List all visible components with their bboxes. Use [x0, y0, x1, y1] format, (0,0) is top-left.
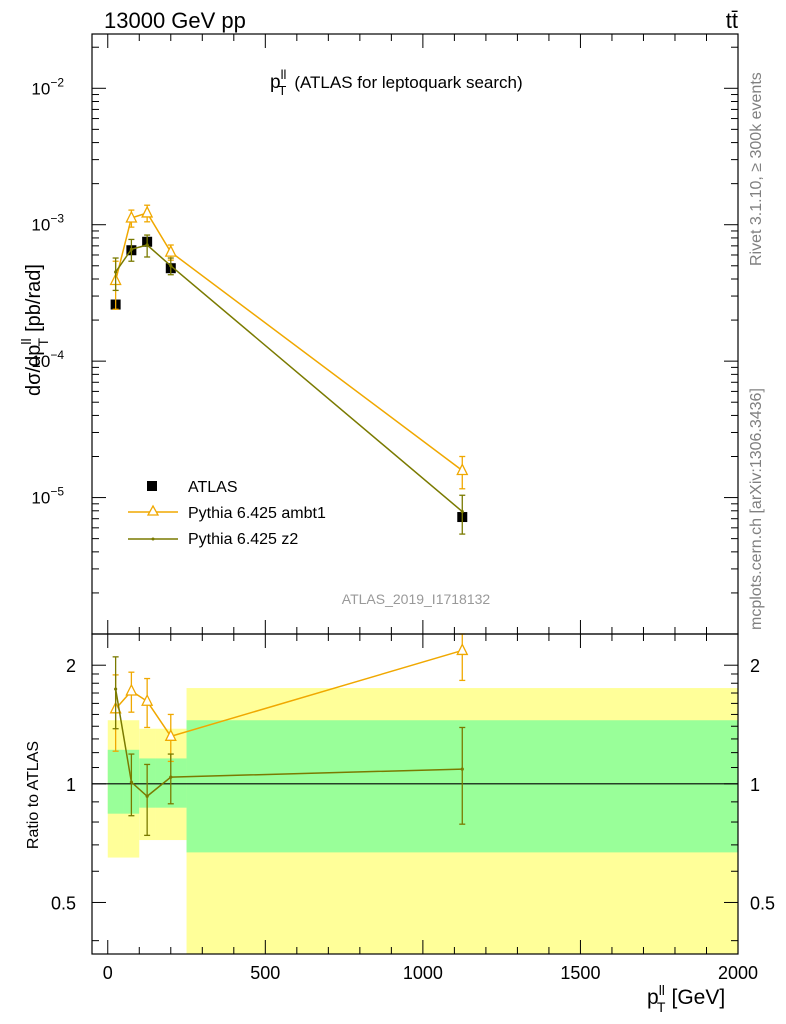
analysis-watermark: ATLAS_2019_I1718132: [342, 591, 491, 607]
ratio-z2-point: [169, 775, 173, 779]
ratio-xtick-label: 1000: [403, 963, 443, 983]
ratio-ytick-label-left: 0.5: [51, 893, 76, 913]
main-ylabel-sup: ll: [18, 338, 34, 344]
legend-entry-atlas: ATLAS: [147, 479, 238, 496]
ratio-ytick-label-right: 0.5: [750, 893, 775, 913]
legend-ambt1-label: Pythia 6.425 ambt1: [188, 505, 326, 522]
ratio-band-green: [107, 749, 124, 814]
legend-z2-marker: [151, 537, 155, 541]
ratio-ambt1-point: [164, 728, 177, 741]
x-axis-label-sub: T: [657, 999, 666, 1015]
main-ytick-label: 10−5: [31, 485, 64, 508]
ratio-ambt1-point: [141, 693, 154, 706]
ambt1-point: [456, 463, 469, 476]
ratio-z2-point: [145, 794, 149, 798]
main-title: pll T (ATLAS for leptoquark search): [270, 67, 523, 98]
z2-line: [115, 244, 463, 513]
main-ytick-label-exp: −2: [50, 75, 64, 89]
main-ytick-label: 10−3: [31, 212, 64, 235]
legend-entry-ambt1: Pythia 6.425 ambt1: [128, 504, 326, 522]
ratio-xtick-label: 2000: [718, 963, 758, 983]
main-ytick-label-exp: −3: [50, 212, 64, 226]
ratio-z2-point: [129, 780, 133, 784]
x-axis-label: pll T [GeV]: [647, 982, 725, 1015]
z2-point: [114, 270, 118, 274]
main-title-rest: (ATLAS for leptoquark search): [294, 73, 522, 92]
energy-label: 13000 GeV pp: [104, 8, 246, 33]
main-ylabel-unit: [pb/rad]: [23, 264, 45, 332]
ratio-ytick-label-right: 2: [750, 656, 760, 676]
main-title-sub: T: [278, 83, 286, 98]
legend-ambt1-marker: [146, 504, 160, 516]
ambt1-point: [125, 210, 138, 223]
main-ytick-label-base: 10: [31, 489, 50, 508]
ratio-xtick-label: 0: [103, 963, 113, 983]
ratio-plot: 0 500 1000 1500 2000 0.5 0.5 1 1 2 2 Ratio to ATLA…: [25, 633, 775, 983]
ambt1-point: [141, 205, 154, 218]
legend: ATLAS Pythia 6.425 ambt1 Pythia 6.425 z2: [128, 479, 326, 548]
legend-atlas-marker: [147, 481, 157, 491]
ambt1-point: [164, 244, 177, 257]
mcplots-label: mcplots.cern.ch [arXiv:1306.3436]: [748, 388, 765, 630]
main-ylabel-base: dσ/dp: [23, 345, 45, 396]
main-ytick-label-base: 10: [31, 79, 50, 98]
legend-entry-z2: Pythia 6.425 z2: [128, 531, 298, 548]
rivet-label: Rivet 3.1.10, ≥ 300k events: [748, 72, 765, 266]
main-ytick-label: 10−4: [31, 348, 64, 371]
main-ytick-label-exp: −4: [50, 348, 64, 362]
process-label: tt̄: [726, 8, 738, 33]
legend-z2-label: Pythia 6.425 z2: [188, 531, 298, 548]
z2-point: [145, 243, 149, 247]
main-ylabel-sub: T: [35, 337, 51, 346]
main-plot: 10−210−310−410−5 pll T (ATLAS for leptoqua…: [18, 33, 739, 635]
ratio-ytick-label-left: 2: [66, 656, 76, 676]
ratio-z2-point: [460, 767, 464, 771]
main-title-var: p: [270, 72, 281, 93]
x-axis-label-var: p: [647, 986, 659, 1009]
x-axis-label-sup: ll: [659, 982, 665, 998]
ratio-xtick-label: 500: [250, 963, 280, 983]
z2-point: [460, 509, 464, 514]
ratio-ambt1-point: [125, 683, 138, 696]
ratio-ytick-label-right: 1: [750, 775, 760, 795]
z2-point: [129, 247, 133, 251]
ratio-z2-point: [114, 687, 118, 691]
main-ylabel: dσ/dpllT [pb/rad]: [18, 264, 51, 396]
legend-atlas-label: ATLAS: [188, 479, 238, 496]
main-ytick-label-base: 10: [31, 216, 50, 235]
main-ytick-label-base: 10: [31, 352, 50, 371]
z2-point: [169, 264, 173, 268]
main-ytick-label-exp: −5: [50, 485, 64, 499]
main-ytick-label: 10−2: [31, 75, 64, 98]
ratio-xtick-label: 1500: [560, 963, 600, 983]
main-title-sup: ll: [281, 67, 287, 82]
ratio-ylabel: Ratio to ATLAS: [25, 741, 42, 849]
ratio-ambt1-point: [456, 643, 469, 656]
x-axis-label-unit: [GeV]: [671, 986, 725, 1009]
ratio-plot-frame: [91, 633, 739, 955]
ratio-ytick-label-left: 1: [66, 775, 76, 795]
